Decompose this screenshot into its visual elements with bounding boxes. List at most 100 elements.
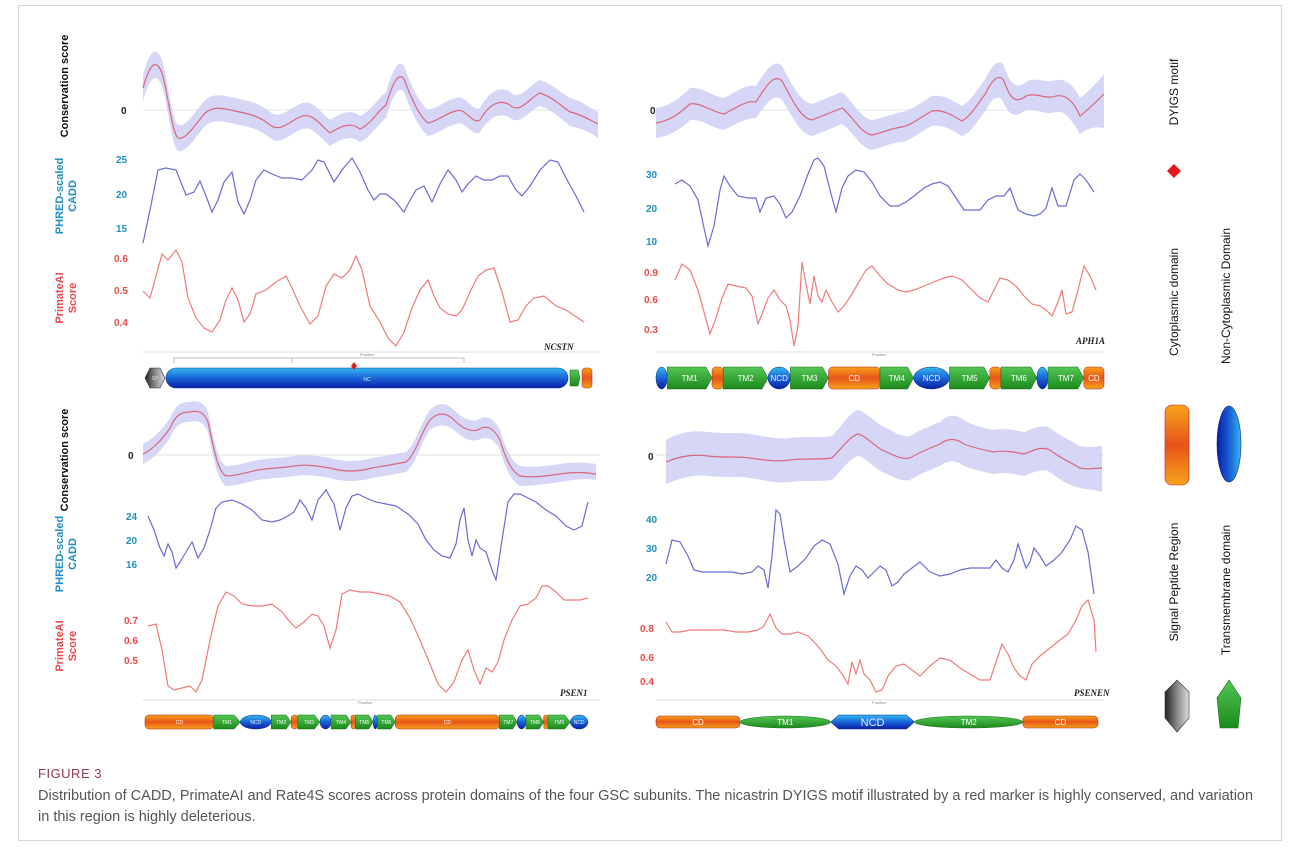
domain-transmembrane [879,366,914,390]
figure-frame [18,5,1282,841]
legend-dyigs-marker [1167,164,1181,178]
row-label-primate-2: Score [67,631,79,662]
domain-noncytoplasmic [570,714,589,730]
domain-label: SP [152,376,159,382]
tick-label: 0.5 [124,656,138,667]
tick-label: 20 [126,536,138,547]
domain-label: TM1 [682,374,699,383]
position-axis-label: Position [358,700,372,705]
domain-label: CD [848,374,860,383]
legend-dyigs-label: DYIGS motif [1167,58,1181,125]
row-label-primate: PrimateAI [54,620,66,671]
legend-transmembrane-swatch [1216,679,1242,729]
domain-transmembrane [271,714,292,730]
tick-label: 0.8 [640,624,654,635]
tick-label: 0.4 [640,677,654,688]
figure-canvas: NCSTN Position SP NC APH1A Position TM1 T… [54,35,1242,733]
domain-cytoplasmic [543,714,549,730]
domain-transmembrane [330,714,352,730]
domain-label: NC [363,377,371,383]
figure-label: FIGURE 3 [38,766,102,781]
tick-label: 30 [646,170,658,181]
domain-label: TM7 [503,720,513,726]
tick-label: 10 [646,237,658,248]
tick-label: 0 [128,451,134,462]
primate-line [674,261,1097,347]
tick-label: 0 [648,452,654,463]
tick-label: 0.4 [114,318,128,329]
domain-label: TM6 [381,720,391,726]
primate-line [665,598,1097,693]
primate-line [142,248,585,347]
legend-noncytoplasmic-label: Non-Cytoplasmic Domain [1219,228,1233,364]
row-label-conservation: Conservation score [59,409,71,512]
domain-cytoplasmic [350,714,356,730]
legend-cytoplasmic-label: Cytoplasmic domain [1167,248,1181,356]
row-label-primate: PrimateAI [54,272,66,323]
domain-label: TM1 [222,720,232,726]
domain-transmembrane [377,714,396,730]
tick-label: 40 [646,515,658,526]
domain-label: TM6 [1011,374,1028,383]
panel-ncstn: NCSTN Position SP NC [142,51,600,389]
domain-cytoplasmic [711,366,724,390]
domain-label: NCD [771,374,789,383]
conservation-line [142,63,599,139]
primate-line [147,585,589,694]
tick-label: 0 [121,106,127,117]
legend-cytoplasmic-swatch [1164,404,1190,486]
tick-label: 30 [646,544,658,555]
domain-label: TM2 [738,374,755,383]
cadd-line [147,488,589,583]
conservation-band [143,401,596,486]
gene-label-aph1a: APH1A [1075,336,1105,346]
domain-label: TM3 [801,374,818,383]
panel-psen1: PSEN1 Position CD TM1 NCD TM2 TM3 TM4 TM5 TM6 CD… [142,401,600,730]
conservation-band [656,62,1104,150]
tick-label: 16 [126,560,138,571]
domain-track-aph1a: TM1 TM2 NCD TM3 CD TM4 NCD TM5 TM6 TM7 CD [655,366,1105,390]
disulfide-bracket [173,357,465,363]
tick-label: 15 [116,224,128,235]
domain-label: TM4 [889,374,906,383]
tick-label: 0.6 [114,254,128,265]
gene-label-psen1: PSEN1 [560,688,588,698]
domain-label: TM2 [961,718,978,727]
conservation-line [665,433,1103,470]
row-labels-top: Conservation score PHRED-scaled CADD Pri… [54,35,79,324]
domain-label: CD [176,720,184,726]
domain-label: TM9 [554,720,564,726]
dyigs-marker [351,362,357,370]
legend-noncytoplasmic-swatch [1216,405,1242,483]
tick-label: 0.9 [644,268,658,279]
tick-label: 20 [646,573,658,584]
tick-labels: 0 25 20 15 0.6 0.5 0.4 0 30 20 10 0.9 0.… [114,106,658,688]
conservation-line [142,410,597,478]
cadd-line [142,156,585,244]
domain-noncytoplasmic [165,367,569,389]
legend-signal-swatch [1164,679,1190,733]
domain-signal [144,367,166,389]
domain-transmembrane [1000,366,1038,390]
domain-transmembrane [355,714,374,730]
domain-noncytoplasmic [372,714,378,730]
conservation-line [655,76,1105,136]
domain-label: TM3 [304,720,314,726]
panel-psenen: PSENEN Position CD TM1 NCD TM2 CD [655,410,1110,730]
domain-label: CD [444,720,452,726]
domain-track-psenen: CD TM1 NCD TM2 CD [655,714,1099,730]
tick-label: 20 [646,204,658,215]
domain-noncytoplasmic [516,714,527,730]
domain-cytoplasmic [989,366,1002,390]
domain-cytoplasmic [290,714,299,730]
domain-transmembrane [213,714,241,730]
tick-label: 20 [116,190,128,201]
domain-label: TM5 [359,720,369,726]
domain-transmembrane [722,366,769,390]
tick-label: 0.6 [124,636,138,647]
position-axis-label: Position [872,352,886,357]
legend-signal-label: Signal Peptide Region [1167,523,1181,642]
domain-label: TM5 [962,374,979,383]
panel-aph1a: APH1A Position TM1 TM2 NCD TM3 CD TM4 NCD TM5 TM… [655,62,1105,390]
conservation-band [143,51,598,152]
